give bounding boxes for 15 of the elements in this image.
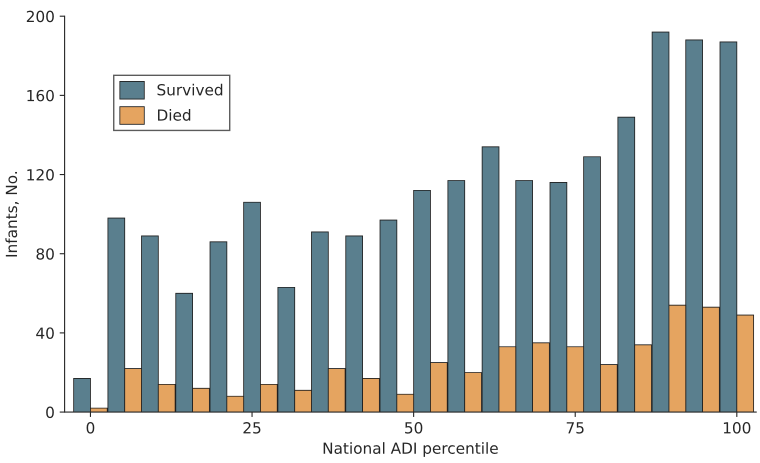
x-tick-label: 75 [566,422,584,434]
y-tick-label: 120 [27,169,54,181]
x-axis-title: National ADI percentile [324,442,498,457]
y-tick-label: 160 [27,90,54,102]
y-tick-label: 200 [26,10,54,22]
y-tick-label: 80 [36,248,54,260]
x-tick-label: 100 [724,422,750,434]
y-tick-label: 40 [36,327,54,339]
x-tick-label: 50 [405,422,422,434]
x-tick-label: 25 [243,422,260,434]
y-tick-label: 0 [46,406,54,418]
legend-label: Survived [158,84,222,96]
legend-label: Died [158,108,190,121]
x-tick-label: 0 [86,422,94,434]
y-axis-title: Infants, No. [5,172,19,256]
